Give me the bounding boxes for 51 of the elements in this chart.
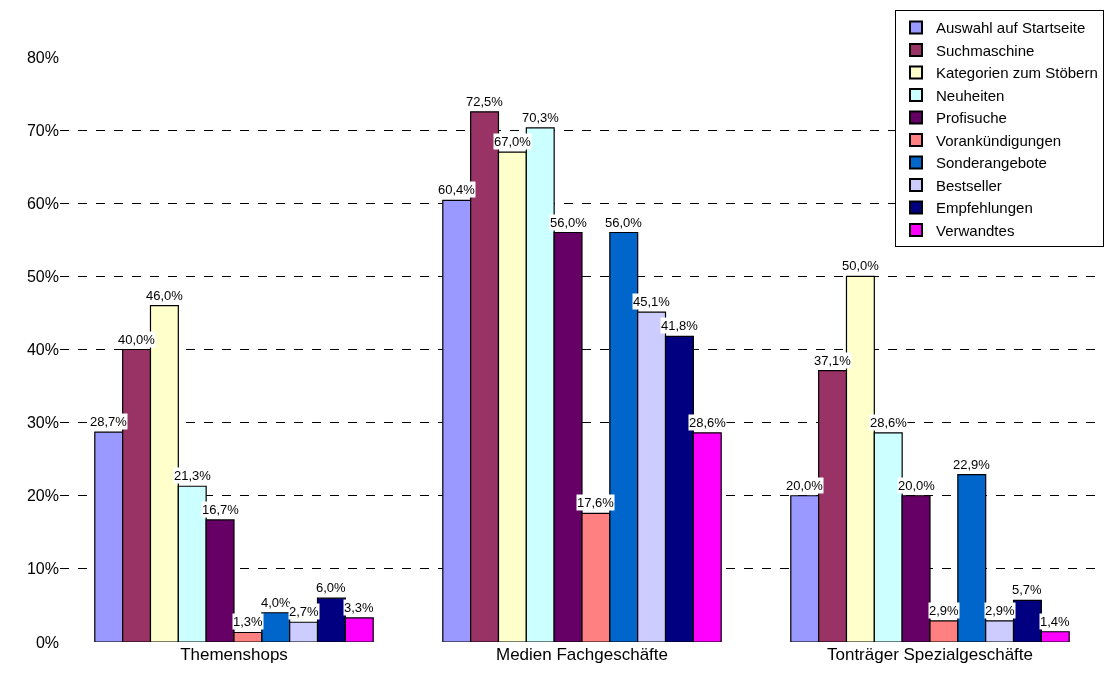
- data-label: 28,6%: [870, 415, 908, 430]
- y-tick-label: 60%: [26, 194, 59, 212]
- data-label: 72,5%: [466, 94, 504, 109]
- data-label: 46,0%: [146, 288, 184, 303]
- legend-label: Suchmaschine: [936, 41, 1035, 59]
- data-label: 2,9%: [929, 603, 960, 618]
- data-label: 67,0%: [494, 134, 532, 149]
- data-label: 1,3%: [233, 614, 264, 629]
- data-label: 56,0%: [605, 215, 643, 230]
- data-label: 60,4%: [438, 182, 476, 197]
- x-tick-label: Themenshops: [180, 645, 288, 664]
- data-label: 22,9%: [953, 457, 991, 472]
- x-tick-label: Medien Fachgeschäfte: [496, 645, 668, 664]
- data-label: 5,7%: [1012, 582, 1043, 597]
- data-label: 28,6%: [689, 415, 727, 430]
- data-label: 41,8%: [661, 318, 699, 333]
- data-label: 6,0%: [316, 580, 347, 595]
- legend-label: Neuheiten: [936, 86, 1005, 104]
- data-label: 21,3%: [174, 468, 212, 483]
- data-label: 50,0%: [842, 258, 880, 273]
- data-label: 37,1%: [814, 353, 852, 368]
- data-label: 45,1%: [633, 294, 671, 309]
- legend-label: Profisuche: [936, 109, 1007, 127]
- y-tick-label: 80%: [26, 48, 59, 66]
- data-label: 2,9%: [985, 603, 1016, 618]
- data-label: 1,4%: [1040, 614, 1071, 629]
- data-label: 3,3%: [344, 600, 375, 615]
- legend-label: Vorankündigungen: [936, 131, 1062, 149]
- legend-label: Verwandtes: [936, 221, 1015, 239]
- data-label: 16,7%: [202, 502, 240, 517]
- legend-label: Bestseller: [936, 176, 1002, 194]
- data-label: 20,0%: [898, 478, 936, 493]
- y-tick-label: 0%: [35, 633, 59, 651]
- data-label: 28,7%: [90, 414, 128, 429]
- legend-label: Empfehlungen: [936, 199, 1033, 217]
- y-tick-label: 50%: [26, 267, 59, 285]
- y-tick-label: 20%: [26, 487, 59, 505]
- y-tick-label: 10%: [26, 560, 59, 578]
- legend-label: Kategorien zum Stöbern: [936, 64, 1098, 82]
- data-label: 40,0%: [118, 332, 156, 347]
- y-tick-label: 40%: [26, 341, 59, 359]
- x-tick-label: Tonträger Spezialgeschäfte: [826, 645, 1034, 664]
- legend-label: Auswahl auf Startseite: [936, 19, 1086, 37]
- y-tick-label: 70%: [26, 121, 59, 139]
- y-tick-label: 30%: [26, 414, 59, 432]
- data-label: 70,3%: [522, 110, 560, 125]
- data-label: 20,0%: [786, 478, 824, 493]
- data-label: 2,7%: [289, 604, 320, 619]
- legend-label: Sonderangebote: [936, 154, 1047, 172]
- data-label: 17,6%: [577, 495, 615, 510]
- data-label: 56,0%: [550, 215, 588, 230]
